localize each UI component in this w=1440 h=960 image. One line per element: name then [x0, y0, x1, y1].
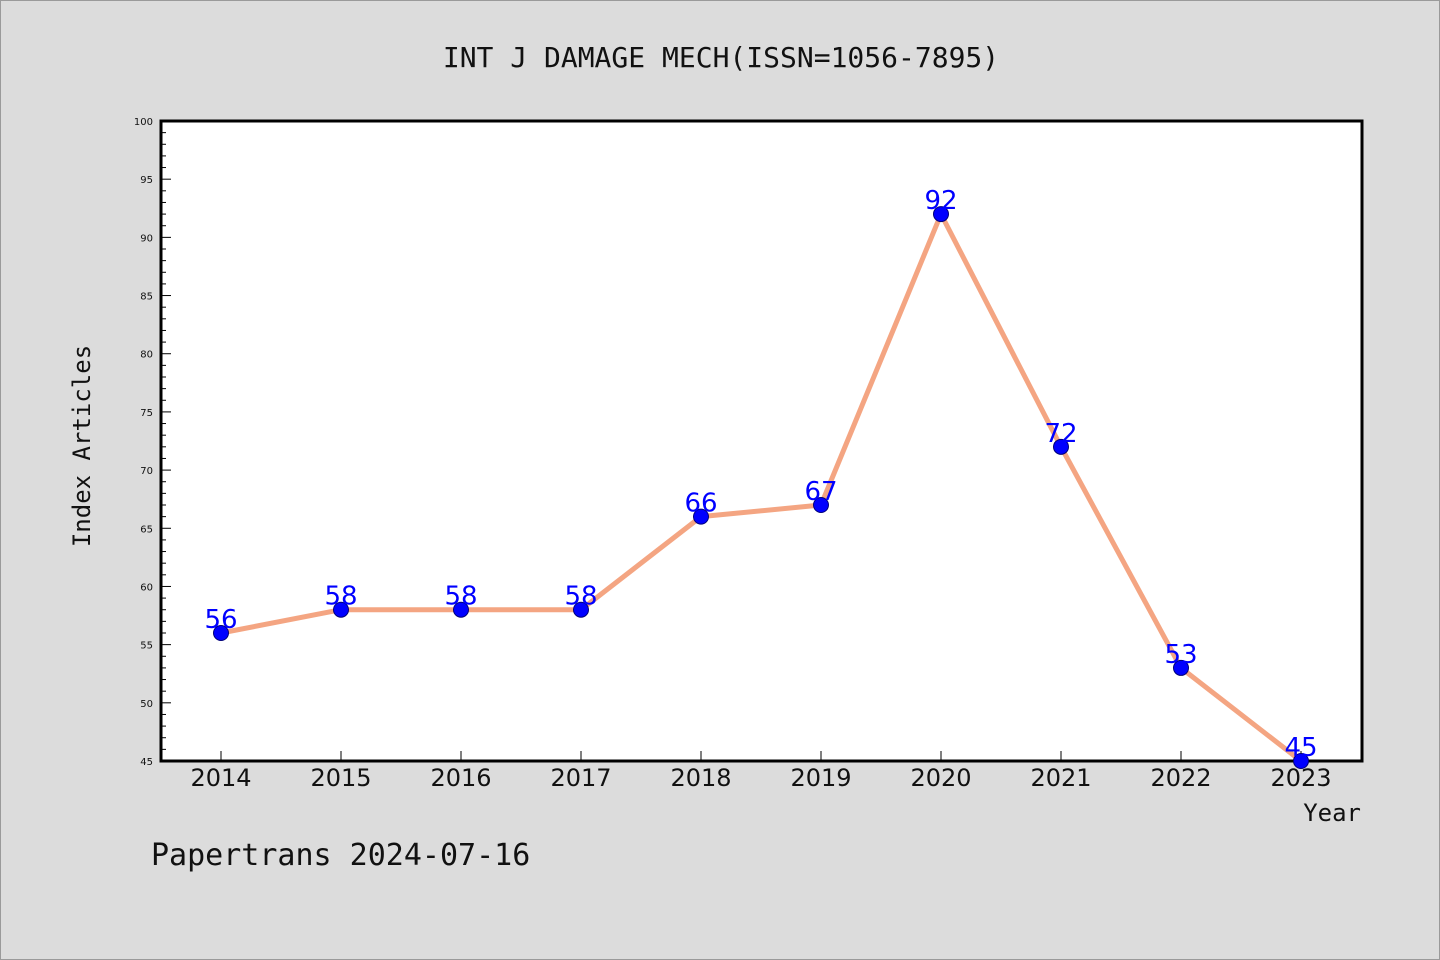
- x-tick-label: 2016: [430, 764, 491, 792]
- x-tick-label: 2014: [190, 764, 251, 792]
- x-tick-label: 2017: [550, 764, 611, 792]
- data-label: 66: [684, 489, 717, 519]
- y-tick-label: 85: [140, 292, 153, 303]
- data-label: 72: [1044, 419, 1077, 449]
- data-label: 45: [1284, 733, 1317, 763]
- x-tick-label: 2018: [670, 764, 731, 792]
- data-point: [573, 601, 589, 618]
- x-tick-label: 2019: [790, 764, 851, 792]
- x-tick-label: 2015: [310, 764, 371, 792]
- data-point: [1293, 753, 1309, 769]
- y-tick-label: 70: [140, 466, 153, 477]
- chart-title: INT J DAMAGE MECH(ISSN=1056-7895): [443, 41, 999, 74]
- footer-credit: Papertrans 2024-07-16: [151, 838, 530, 873]
- x-tick-label: 2020: [910, 764, 971, 792]
- y-tick-label: 55: [140, 641, 153, 652]
- data-label: 58: [564, 582, 597, 612]
- y-tick-label: 75: [140, 408, 153, 419]
- y-tick-label: 90: [140, 233, 153, 244]
- data-label: 92: [924, 186, 957, 216]
- x-axis-ticks: 2014 2015 2016 2017 2018 2019 2020 2021 2022 2023: [190, 751, 1332, 792]
- y-tick-label: 50: [140, 699, 153, 710]
- y-tick-label: 80: [140, 350, 153, 361]
- y-axis-ticks: 45 50 55 60 65 70 75 80 85 90 95 100: [134, 117, 171, 768]
- data-labels: 56 58 58 58 66 67 92 72 53 45: [204, 186, 1317, 763]
- y-tick-label: 95: [140, 175, 153, 186]
- data-point: [213, 625, 229, 641]
- data-point: [333, 601, 349, 618]
- x-tick-label: 2021: [1030, 764, 1091, 792]
- data-point: [1053, 438, 1069, 455]
- x-axis-label: Year: [1303, 799, 1361, 827]
- data-point: [693, 508, 709, 525]
- data-label: 58: [444, 582, 477, 612]
- data-point: [453, 601, 469, 618]
- data-label: 58: [324, 582, 357, 612]
- y-tick-label: 65: [140, 524, 153, 535]
- data-markers: [213, 206, 1309, 769]
- data-point: [933, 206, 949, 223]
- data-point: [813, 497, 829, 513]
- y-tick-label: 45: [140, 757, 153, 768]
- y-tick-label: 100: [134, 117, 153, 128]
- y-axis-label: Index Articles: [68, 345, 96, 547]
- x-tick-label: 2022: [1150, 764, 1211, 792]
- data-point: [1173, 659, 1189, 676]
- data-label: 53: [1164, 640, 1197, 670]
- data-label: 56: [204, 605, 237, 635]
- plot-area: [159, 119, 1364, 763]
- y-tick-label: 60: [140, 582, 153, 593]
- series-line: [218, 211, 1304, 764]
- data-label: 67: [804, 477, 837, 507]
